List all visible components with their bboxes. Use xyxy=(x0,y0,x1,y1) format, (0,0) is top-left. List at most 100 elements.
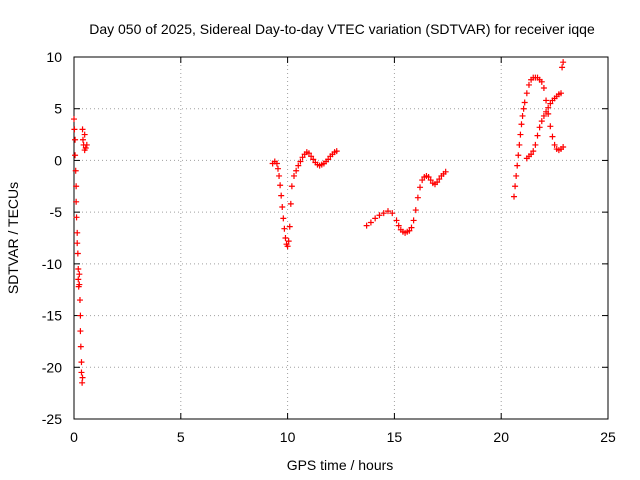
data-point xyxy=(540,85,547,92)
axis-ticks xyxy=(73,56,609,420)
series-arc-2 xyxy=(269,148,340,250)
data-point xyxy=(288,183,295,190)
data-point xyxy=(73,214,80,221)
data-point xyxy=(73,183,80,190)
series-arc-5 xyxy=(523,59,567,162)
data-point xyxy=(72,136,79,143)
data-point xyxy=(72,152,79,159)
x-tick-label: 15 xyxy=(387,429,403,445)
data-point xyxy=(79,126,86,133)
data-point xyxy=(81,131,88,138)
data-point xyxy=(372,215,379,222)
data-point xyxy=(547,100,554,107)
data-point xyxy=(425,173,432,180)
data-point xyxy=(72,167,79,174)
data-point xyxy=(395,222,402,229)
data-point xyxy=(78,369,85,376)
y-tick-label: -10 xyxy=(42,256,62,272)
data-point xyxy=(523,90,530,97)
data-point xyxy=(519,112,526,119)
data-point xyxy=(414,194,421,201)
y-tick-label: -5 xyxy=(50,204,63,220)
data-point xyxy=(512,183,519,190)
data-point xyxy=(310,156,317,163)
y-tick-label: 10 xyxy=(46,49,62,65)
data-point xyxy=(278,192,285,199)
data-point xyxy=(276,172,283,179)
y-tick-label: -25 xyxy=(42,411,62,427)
data-point xyxy=(513,172,520,179)
data-point xyxy=(284,243,291,250)
x-tick-labels: 0 5 10 15 20 25 xyxy=(70,429,616,445)
data-point xyxy=(408,224,415,231)
y-tick-label: -15 xyxy=(42,308,62,324)
plot-frame xyxy=(73,56,609,420)
data-point xyxy=(517,131,524,138)
data-point xyxy=(417,184,424,191)
x-tick-label: 20 xyxy=(493,429,509,445)
data-point xyxy=(277,182,284,189)
data-point xyxy=(551,141,558,148)
data-point xyxy=(559,64,566,71)
data-point xyxy=(74,240,81,247)
data-point xyxy=(427,177,434,184)
y-axis-label: SDTVAR / TECUs xyxy=(5,182,21,294)
y-tick-labels: -25 -20 -15 -10 -5 0 5 10 xyxy=(42,49,62,427)
series-arc-1 xyxy=(71,116,90,386)
data-point xyxy=(77,328,84,335)
data-point xyxy=(514,162,521,169)
data-point xyxy=(534,132,541,139)
data-point xyxy=(436,176,443,183)
data-point xyxy=(530,148,537,155)
data-point xyxy=(71,126,78,133)
data-point xyxy=(297,158,304,165)
data-point xyxy=(560,59,567,66)
data-point xyxy=(295,162,302,169)
y-tick-label: -20 xyxy=(42,359,62,375)
data-point xyxy=(549,133,556,140)
data-point xyxy=(77,343,84,350)
grid-lines xyxy=(74,57,608,419)
x-tick-label: 0 xyxy=(70,429,78,445)
data-point xyxy=(389,210,396,217)
data-point xyxy=(76,281,83,288)
data-point xyxy=(520,105,527,112)
data-point xyxy=(406,227,413,234)
data-point xyxy=(545,104,552,111)
data-point xyxy=(538,78,545,85)
data-point xyxy=(434,179,441,186)
data-point xyxy=(543,97,550,104)
data-point xyxy=(516,141,523,148)
data-point xyxy=(308,153,315,160)
series-arc-3 xyxy=(363,168,449,236)
data-point xyxy=(410,217,417,224)
x-tick-label: 5 xyxy=(177,429,185,445)
data-point xyxy=(74,229,81,236)
data-point xyxy=(273,160,280,167)
x-tick-label: 10 xyxy=(280,429,296,445)
data-point xyxy=(291,172,298,179)
data-point xyxy=(71,116,77,123)
data-point xyxy=(78,359,85,366)
series-arc-4 xyxy=(511,74,567,200)
data-point xyxy=(293,167,300,174)
data-point xyxy=(77,312,84,319)
y-tick-label: 5 xyxy=(54,101,62,117)
y-tick-label: 0 xyxy=(54,152,62,168)
data-point xyxy=(540,112,547,119)
data-point xyxy=(282,235,289,241)
data-point xyxy=(536,124,543,131)
data-point xyxy=(286,223,293,230)
x-axis-label: GPS time / hours xyxy=(287,457,394,473)
data-point xyxy=(279,203,286,210)
data-point xyxy=(325,156,332,163)
data-point xyxy=(521,99,528,106)
data-point xyxy=(547,123,554,130)
data-point xyxy=(558,90,565,97)
data-point xyxy=(74,250,81,257)
data-point xyxy=(76,271,83,278)
data-point xyxy=(280,215,287,222)
data-point xyxy=(76,297,83,304)
data-point xyxy=(380,210,387,217)
